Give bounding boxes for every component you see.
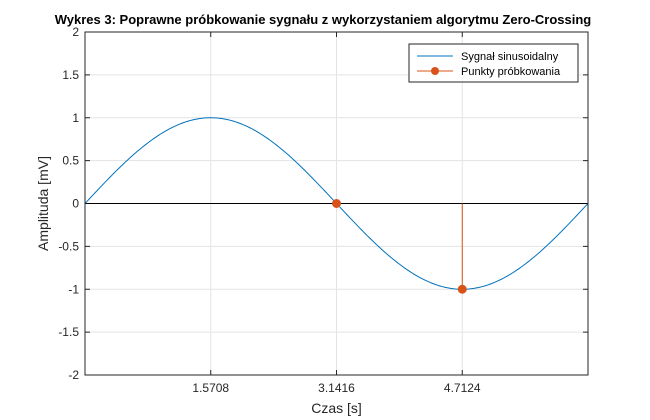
y-tick-label: -1.5 (58, 325, 79, 339)
y-tick-label: 0.5 (62, 154, 79, 168)
y-tick-label: 0 (72, 197, 79, 211)
legend: Sygnał sinusoidalny Punkty próbkowania (408, 43, 579, 83)
y-tick-label: 2 (72, 25, 79, 39)
y-tick-label: 1 (72, 111, 79, 125)
x-tick-labels: 1.5708 3.1416 4.7124 (192, 32, 481, 395)
y-tick-label: 1.5 (62, 68, 79, 82)
legend-box (408, 43, 579, 83)
sample-point (457, 284, 467, 294)
series-layer (84, 117, 589, 294)
legend-entry-label: Punkty próbkowania (461, 66, 561, 78)
x-axis-label: Czas [s] (311, 400, 362, 416)
x-tick-label: 3.1416 (318, 381, 355, 395)
chart-title: Wykres 3: Poprawne próbkowanie sygnału z… (55, 12, 592, 27)
x-tick-label: 4.7124 (444, 381, 481, 395)
x-tick-label: 1.5708 (192, 381, 229, 395)
y-tick-label: -2 (68, 368, 79, 382)
y-tick-label: -0.5 (58, 239, 79, 253)
plot-area-border (84, 31, 589, 376)
legend-entry-label: Sygnał sinusoidalny (461, 51, 559, 63)
y-axis-label: Amplituda [mV] (35, 156, 51, 251)
legend-swatch-marker (431, 67, 439, 75)
sample-point (332, 199, 341, 208)
y-tick-label: -1 (68, 282, 79, 296)
